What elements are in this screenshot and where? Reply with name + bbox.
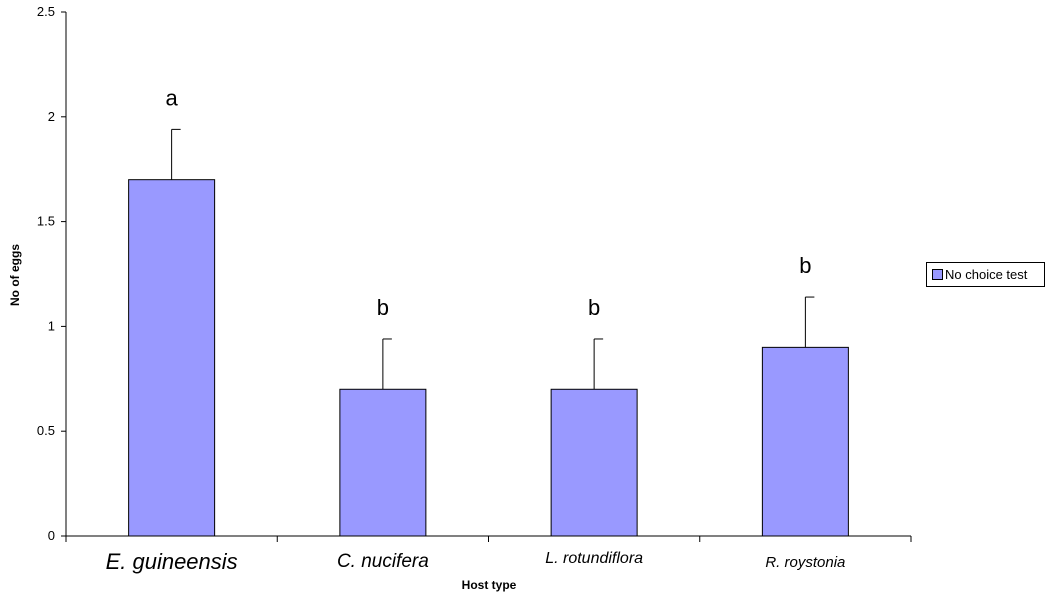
significance-labels-group: a b b b [166, 85, 812, 320]
significance-label: b [377, 295, 389, 320]
x-ticks-group: E. guineensis C. nucifera L. rotundiflora R… [65, 536, 912, 574]
x-category-label: C. nucifera [337, 551, 429, 572]
y-tick-label: 1 [48, 318, 55, 333]
significance-label: b [799, 253, 811, 278]
y-ticks-group: 0 0.5 1 1.5 2 2.5 [37, 4, 66, 543]
legend-label: No choice test [945, 267, 1028, 282]
bar [761, 346, 849, 537]
bar [550, 388, 638, 537]
x-category-label: L. rotundiflora [545, 550, 643, 567]
error-bars-group [171, 128, 815, 390]
x-category-label: R. roystonia [765, 554, 845, 571]
significance-label: b [588, 295, 600, 320]
legend: No choice test [926, 262, 1045, 287]
bars-group [128, 179, 849, 537]
y-tick-label: 2 [48, 109, 55, 124]
y-axis-title: No of eggs [8, 244, 22, 306]
bar [339, 388, 427, 537]
y-tick-label: 0.5 [37, 423, 55, 438]
y-tick-label: 0 [48, 528, 55, 543]
legend-swatch [932, 269, 943, 280]
bar [128, 179, 216, 537]
significance-label: a [166, 85, 179, 110]
x-category-label: E. guineensis [106, 549, 238, 574]
y-tick-label: 1.5 [37, 214, 55, 229]
y-tick-label: 2.5 [37, 4, 55, 19]
x-axis-title: Host type [462, 578, 517, 592]
